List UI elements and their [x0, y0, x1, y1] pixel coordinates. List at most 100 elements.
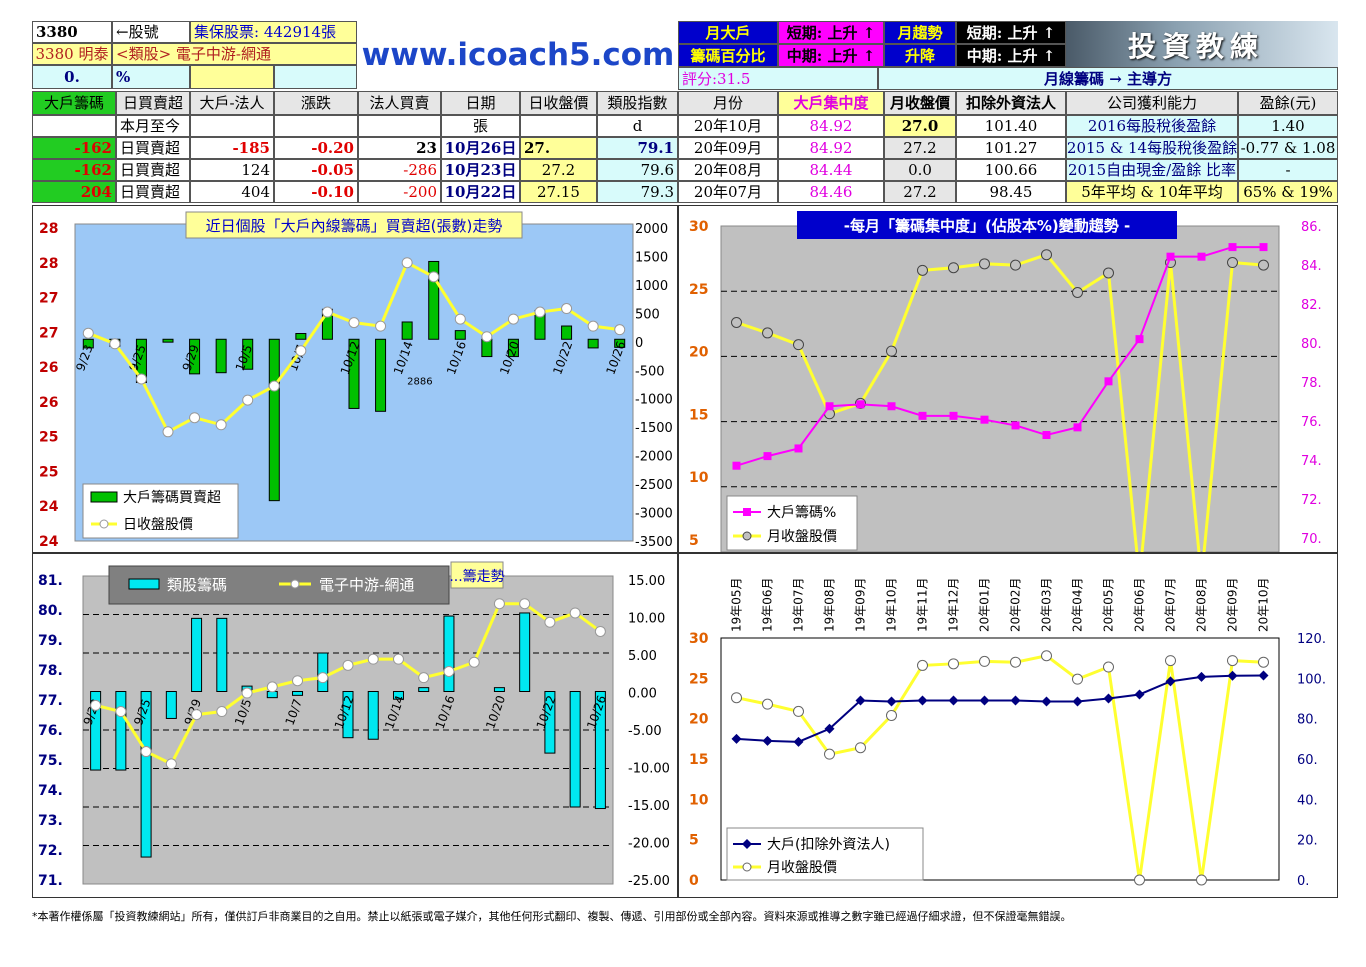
x-tick-label: 20年03月: [1040, 577, 1054, 632]
price-point: [793, 339, 804, 351]
left-tick: 26: [39, 395, 58, 411]
major-holder-point: [948, 695, 959, 706]
major-holder-point: [886, 696, 897, 707]
legend-marker: [99, 519, 109, 529]
legend-label: 月收盤股價: [767, 859, 837, 876]
right-table-cell: 0.0: [884, 159, 956, 181]
chart-title: -每月「籌碼集中度」(佔股本%)變動趨勢 -: [844, 217, 1130, 235]
left-tick: 74.: [38, 783, 63, 799]
left-tick: 81.: [38, 573, 63, 589]
volume-bar: [454, 330, 466, 340]
concentration-point: [887, 402, 896, 411]
index-point: [569, 607, 581, 619]
left-table-sub: [520, 115, 597, 137]
volume-bar: [401, 321, 413, 340]
left-tick: 15: [689, 752, 708, 768]
concentration-point: [1011, 421, 1020, 430]
left-tick: 27: [39, 325, 58, 341]
left-table-cell: 10月22日: [441, 181, 520, 203]
right-table-cell: 84.44: [778, 159, 884, 181]
right-tick: 120.: [1297, 632, 1326, 647]
left-tick: 75.: [38, 753, 63, 769]
right-table-cell: 101.27: [956, 137, 1066, 159]
index-point: [266, 681, 278, 693]
left-table-header: 漲跌: [274, 91, 358, 115]
right-tick: -3500: [635, 535, 673, 550]
sector-bar: [544, 691, 556, 754]
blank-cell: [274, 65, 357, 89]
left-tick: 10: [689, 792, 709, 808]
price-point: [162, 426, 174, 438]
price-point: [1227, 655, 1238, 667]
right-table-cell: 1.40: [1238, 115, 1338, 137]
price-point: [109, 338, 121, 350]
left-tick: 30: [689, 631, 709, 647]
x-tick-label: 19年07月: [792, 577, 806, 632]
left-table-header: 日買賣超: [116, 91, 190, 115]
left-tick: 25: [689, 671, 708, 687]
x-tick-label: 19年06月: [761, 577, 775, 632]
price-point: [824, 748, 835, 760]
left-tick: 25: [39, 464, 58, 480]
price-point: [1103, 267, 1114, 279]
mid-trend-2: 中期: 上升 ↑: [956, 44, 1066, 67]
price-point: [731, 316, 742, 328]
price-point: [82, 327, 94, 339]
volume-bar: [375, 338, 387, 412]
price-point: [762, 698, 773, 710]
right-table-cell: -0.77 & 1.08: [1238, 137, 1338, 159]
left-tick: 26: [39, 360, 58, 376]
volume-bar: [295, 333, 307, 340]
left-table-cell: 日買賣超: [116, 181, 190, 203]
right-table-cell: 5年平均 & 10年平均: [1066, 181, 1238, 203]
price-point: [762, 327, 773, 339]
left-table-cell: -162: [32, 137, 116, 159]
concentration-point: [1042, 431, 1051, 440]
left-tick: 28: [39, 256, 58, 272]
major-holder-point: [1196, 671, 1207, 682]
price-point: [917, 659, 928, 671]
sector-bar: [443, 615, 455, 692]
price-point: [979, 655, 990, 667]
right-tick: -1500: [635, 421, 673, 436]
major-holder-point: [1041, 696, 1052, 707]
month-major-sub: 籌碼百分比: [678, 44, 778, 67]
left-tick: 5: [689, 533, 699, 549]
right-tick: 84.: [1301, 259, 1322, 274]
right-tick: 78.: [1301, 376, 1322, 391]
right-tick: 100.: [1297, 672, 1326, 687]
price-point: [1010, 656, 1021, 668]
left-table-sub: [274, 115, 358, 137]
right-tick: 74.: [1301, 454, 1322, 469]
left-tick: 0: [689, 873, 699, 889]
price-point: [855, 742, 866, 754]
month-trend-title: 月趨勢: [884, 21, 956, 44]
volume-bar: [428, 260, 440, 340]
right-tick: -10.00: [628, 762, 670, 777]
x-tick-label: 20年06月: [1133, 577, 1147, 632]
index-point: [594, 625, 606, 637]
right-table-cell: 2015 & 14每股稅後盈餘: [1066, 137, 1238, 159]
x-tick-label: 19年12月: [947, 577, 961, 632]
concentration-point: [1228, 243, 1237, 252]
site-url[interactable]: www.icoach5.com: [361, 37, 675, 73]
right-table-header: 公司獲利能力: [1066, 91, 1238, 115]
legend-marker: [742, 862, 752, 872]
price-point: [1227, 257, 1238, 269]
price-line: [736, 252, 1264, 579]
concentration-point: [763, 452, 772, 461]
right-tick: 1500: [635, 250, 668, 265]
volume-bar: [162, 338, 174, 343]
footer-disclaimer: *本著作權係屬「投資教練網站」所有，僅供訂戶非商業目的之自用。禁止以紙張或電子媒…: [32, 910, 1072, 923]
left-table-cell: 79.6: [597, 159, 678, 181]
sector-bar: [519, 612, 531, 692]
industry-label: <類股> 電子中游-網通: [112, 43, 357, 65]
major-holder-point: [855, 695, 866, 706]
price-point: [268, 380, 280, 392]
right-table-cell: 27.0: [884, 115, 956, 137]
legend-box: [726, 495, 858, 551]
sector-bar: [569, 691, 581, 808]
right-table-cell: 2015自由現金/盈餘 比率: [1066, 159, 1238, 181]
right-tick: -3000: [635, 507, 673, 522]
right-table-header: 月份: [678, 91, 778, 115]
